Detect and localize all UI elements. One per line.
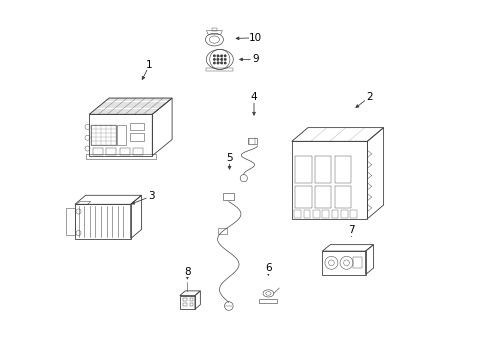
Circle shape	[224, 59, 226, 60]
Bar	[350, 210, 357, 217]
Text: 1: 1	[147, 60, 153, 70]
Text: 4: 4	[251, 92, 257, 102]
Bar	[295, 186, 312, 208]
Bar	[219, 228, 227, 234]
Bar	[130, 122, 144, 130]
Bar	[315, 156, 331, 183]
Bar	[183, 303, 187, 306]
Text: 5: 5	[226, 153, 233, 163]
Bar	[295, 156, 312, 183]
Text: 6: 6	[265, 263, 272, 273]
Text: 8: 8	[184, 267, 191, 277]
Circle shape	[224, 62, 226, 64]
Bar	[133, 148, 143, 155]
Text: 10: 10	[249, 33, 262, 43]
Bar	[212, 28, 217, 31]
Circle shape	[214, 62, 215, 64]
Bar	[190, 298, 193, 301]
Circle shape	[221, 59, 222, 60]
Bar	[322, 210, 329, 217]
Circle shape	[221, 62, 222, 64]
Circle shape	[214, 55, 215, 57]
Bar	[313, 210, 319, 217]
Bar	[335, 186, 351, 208]
Bar	[315, 186, 331, 208]
Bar	[341, 210, 347, 217]
Text: 3: 3	[148, 191, 155, 201]
Bar	[206, 68, 233, 71]
Text: 2: 2	[366, 92, 372, 102]
Bar	[106, 148, 116, 155]
Bar	[91, 125, 116, 145]
Bar	[190, 303, 193, 306]
Bar	[335, 156, 351, 183]
Circle shape	[217, 55, 219, 57]
Text: 9: 9	[252, 54, 259, 64]
Bar	[223, 193, 234, 200]
Bar	[353, 257, 362, 268]
Circle shape	[221, 55, 222, 57]
Text: 7: 7	[348, 225, 354, 235]
Bar	[130, 133, 144, 141]
Bar	[332, 210, 338, 217]
Bar	[294, 210, 301, 217]
Circle shape	[214, 59, 215, 60]
Bar	[248, 138, 257, 144]
Bar	[93, 148, 103, 155]
Circle shape	[217, 59, 219, 60]
Circle shape	[217, 62, 219, 64]
Bar	[304, 210, 310, 217]
Bar	[120, 148, 130, 155]
Circle shape	[224, 55, 226, 57]
Bar	[118, 125, 126, 145]
Bar	[259, 299, 277, 303]
Bar	[183, 298, 187, 301]
